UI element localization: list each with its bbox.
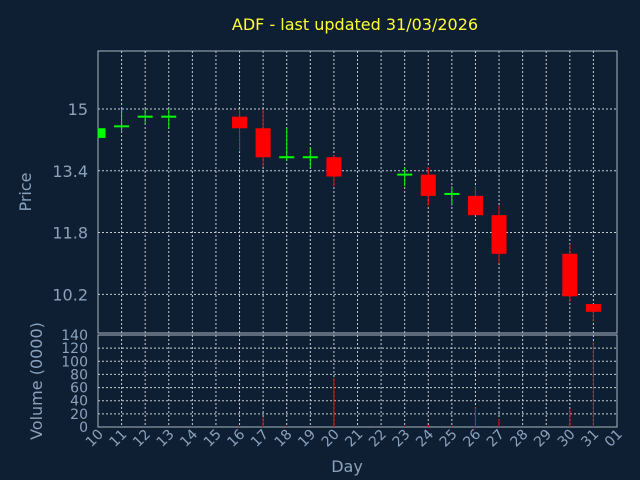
x-axis-label: Day: [331, 457, 363, 476]
candle: [255, 108, 271, 167]
candle-body: [232, 116, 248, 129]
x-tick-label: 14: [177, 426, 201, 450]
price-tick-label: 15: [68, 100, 88, 119]
x-tick-label: 24: [413, 426, 437, 450]
candle-body: [326, 157, 342, 177]
candle: [491, 205, 507, 264]
volume-axis-label: Volume (0000): [27, 322, 46, 440]
volume-tick-label: 40: [70, 394, 88, 410]
x-tick-label: 23: [390, 427, 414, 451]
candle: [137, 108, 153, 125]
candle-body: [302, 156, 318, 159]
volume-tick-label: 20: [70, 407, 88, 423]
candle: [585, 304, 601, 322]
x-tick-label: 25: [437, 427, 461, 451]
candle: [161, 108, 177, 129]
volume-grid: [98, 335, 617, 427]
price-axis: 15 13.4 11.8 10.2: [52, 100, 88, 304]
price-grid: [98, 51, 617, 333]
candle: [114, 108, 130, 133]
x-tick-label: 19: [295, 427, 319, 451]
candle: [302, 147, 318, 167]
x-tick-label: 31: [578, 427, 602, 451]
x-tick-label: 27: [484, 427, 508, 451]
volume-tick-label: 60: [70, 381, 88, 397]
x-tick-label: 11: [106, 427, 130, 451]
candle-body: [467, 195, 483, 216]
x-tick-label: 21: [342, 427, 366, 451]
candle: [326, 155, 342, 187]
candle-body: [420, 174, 436, 196]
candle-body: [161, 115, 177, 118]
y-axis-label: Price: [16, 172, 35, 211]
candle-body: [114, 125, 130, 128]
x-axis: 10 11 12 13 14 15 16 17 18 19 20 21 22 23 24 25 26 27 28 29…: [83, 426, 626, 450]
candle-body: [585, 304, 601, 312]
x-tick-label: 01: [602, 427, 626, 451]
x-tick-label: 17: [248, 427, 272, 451]
price-tick-label: 13.4: [52, 162, 88, 181]
candle: [467, 186, 483, 216]
volume-tick-label: 80: [70, 367, 88, 383]
candle: [562, 244, 578, 303]
candle-body: [397, 173, 413, 176]
candle: [279, 128, 295, 162]
x-tick-label: 22: [366, 427, 390, 451]
candle-body: [491, 215, 507, 254]
x-tick-label: 16: [224, 426, 248, 450]
x-tick-label: 12: [130, 427, 154, 451]
volume-tick-label: 140: [61, 328, 88, 344]
volume-panel-frame: [97, 334, 618, 428]
x-tick-label: 18: [272, 427, 296, 451]
candle-body: [279, 156, 295, 159]
candle: [232, 108, 248, 152]
x-tick-label: 28: [508, 427, 532, 451]
price-tick-label: 10.2: [52, 285, 88, 304]
x-tick-label: 13: [154, 427, 178, 451]
x-tick-label: 15: [201, 427, 225, 451]
candle: [420, 166, 436, 206]
x-tick-label: 26: [460, 426, 484, 450]
x-tick-label: 29: [531, 427, 555, 451]
volume-tick-label: 120: [61, 341, 88, 357]
chart-title: ADF - last updated 31/03/2026: [232, 15, 478, 34]
candle-body: [255, 128, 271, 158]
candle: [97, 128, 106, 138]
volume-tick-label: 0: [79, 420, 88, 436]
volume-bars: [239, 341, 594, 427]
candle-body: [98, 128, 106, 138]
candle: [444, 186, 460, 206]
x-tick-label: 30: [555, 427, 579, 451]
volume-tick-label: 100: [61, 354, 88, 370]
price-tick-label: 11.8: [52, 224, 88, 243]
candle: [397, 166, 413, 187]
candle-body: [562, 253, 578, 297]
candle-body: [444, 192, 460, 195]
candles: [97, 108, 601, 322]
candle-body: [137, 115, 153, 118]
price-panel-frame: [97, 50, 618, 334]
x-tick-label: 20: [319, 427, 343, 451]
